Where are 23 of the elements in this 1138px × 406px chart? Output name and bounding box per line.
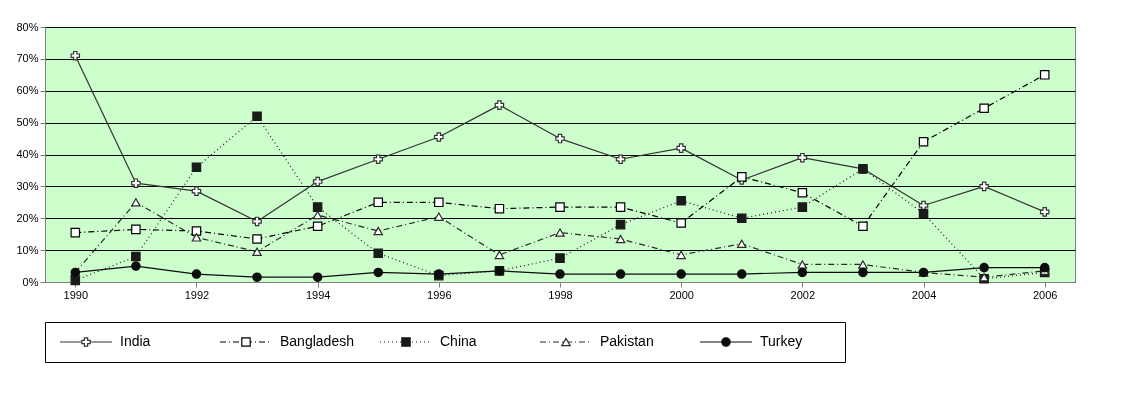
legend-label: Pakistan bbox=[600, 333, 654, 349]
y-tick-label: 30% bbox=[16, 179, 39, 192]
y-tick-label: 60% bbox=[16, 84, 39, 97]
y-tick-label: 20% bbox=[16, 211, 39, 224]
y-tick-label: 0% bbox=[22, 275, 39, 288]
y-tick-label: 70% bbox=[16, 52, 39, 65]
x-tick-label: 1990 bbox=[63, 288, 89, 301]
y-tick-label: 80% bbox=[16, 20, 39, 33]
legend-label: Turkey bbox=[760, 333, 803, 349]
x-tick-label: 2000 bbox=[669, 288, 694, 301]
y-tick-label: 10% bbox=[16, 243, 39, 256]
x-tick-label: 2006 bbox=[1032, 288, 1058, 301]
x-tick-label: 2004 bbox=[911, 288, 937, 301]
x-tick-label: 2002 bbox=[790, 288, 816, 301]
y-tick-label: 40% bbox=[16, 148, 39, 160]
legend-label: India bbox=[120, 333, 151, 349]
x-tick-label: 1996 bbox=[427, 288, 452, 301]
legend-label: Bangladesh bbox=[280, 333, 354, 349]
x-tick-label: 1998 bbox=[548, 288, 573, 301]
x-tick-label: 1992 bbox=[184, 288, 210, 301]
legend-label: China bbox=[440, 333, 477, 349]
y-tick-label: 50% bbox=[16, 116, 39, 129]
x-tick-label: 1994 bbox=[305, 288, 331, 301]
